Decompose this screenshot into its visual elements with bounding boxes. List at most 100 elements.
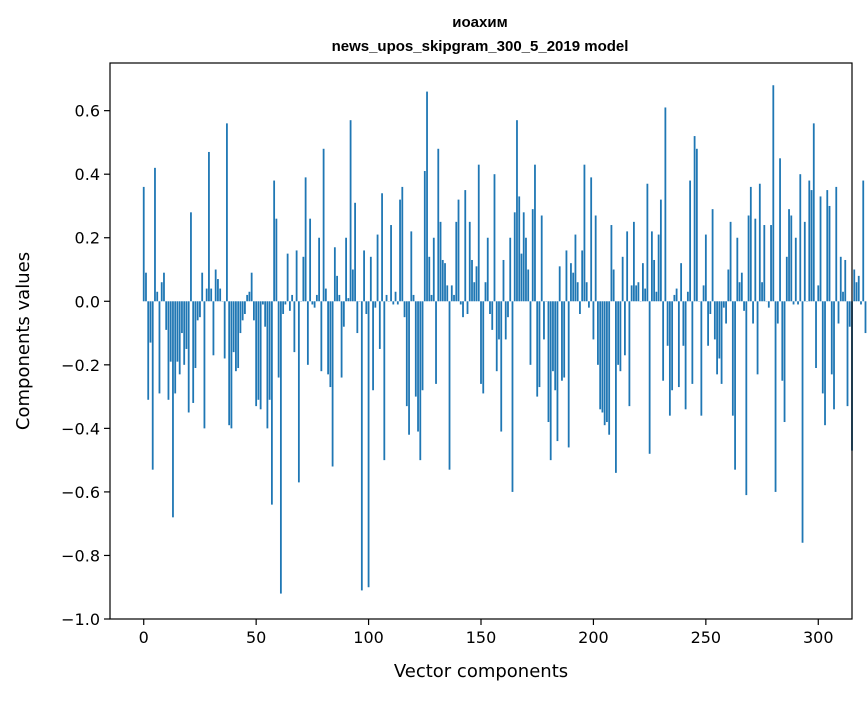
bar-48	[251, 273, 253, 302]
bar-198	[588, 301, 590, 307]
bar-18	[183, 301, 185, 365]
bar-250	[705, 235, 707, 302]
bar-54	[264, 301, 266, 326]
bar-132	[440, 222, 442, 301]
y-tick-label: 0.6	[75, 102, 100, 121]
bar-47	[249, 292, 251, 302]
bar-131	[437, 149, 439, 302]
bar-172	[530, 301, 532, 365]
bar-8	[161, 282, 163, 301]
bar-31	[213, 301, 215, 355]
bar-273	[757, 301, 759, 374]
bar-117	[406, 301, 408, 406]
bar-271	[752, 301, 754, 323]
bar-239	[680, 263, 682, 301]
y-tick-label: −1.0	[61, 610, 100, 629]
bar-219	[635, 285, 637, 301]
bar-280	[772, 85, 774, 301]
bar-44	[242, 301, 244, 320]
bar-161	[505, 301, 507, 339]
bar-291	[797, 301, 799, 304]
bar-67	[293, 301, 295, 352]
bar-148	[476, 266, 478, 301]
bar-289	[793, 301, 795, 304]
bar-171	[527, 270, 529, 302]
bar-53	[262, 301, 264, 304]
bar-142	[462, 301, 464, 317]
bar-125	[424, 171, 426, 301]
bar-256	[718, 301, 720, 358]
bar-252	[709, 301, 711, 314]
bar-150	[480, 301, 482, 384]
bar-80	[323, 149, 325, 302]
bar-72	[305, 177, 307, 301]
bar-262	[732, 301, 734, 415]
bar-30	[210, 289, 212, 302]
bar-288	[790, 216, 792, 302]
bar-178	[543, 301, 545, 339]
bar-40	[233, 301, 235, 352]
bar-222	[642, 263, 644, 301]
bar-63	[284, 301, 286, 304]
bar-263	[734, 301, 736, 469]
bar-101	[370, 257, 372, 301]
bar-87	[338, 295, 340, 301]
bar-90	[345, 238, 347, 302]
bar-194	[579, 301, 581, 314]
bar-242	[687, 292, 689, 302]
y-tick-label: 0.2	[75, 229, 100, 248]
bar-133	[442, 260, 444, 301]
bar-88	[341, 301, 343, 377]
bar-106	[381, 193, 383, 301]
bar-283	[779, 158, 781, 301]
bar-141	[460, 301, 462, 304]
bar-309	[838, 301, 840, 323]
bar-285	[784, 301, 786, 422]
bar-174	[534, 165, 536, 302]
bar-120	[413, 295, 415, 301]
bar-278	[768, 301, 770, 307]
bar-254	[714, 301, 716, 339]
bar-200	[593, 301, 595, 339]
bar-316	[853, 270, 855, 302]
bar-73	[307, 301, 309, 365]
bar-238	[678, 301, 680, 387]
bar-139	[455, 222, 457, 301]
bar-169	[523, 212, 525, 301]
bar-126	[426, 92, 428, 302]
bar-107	[383, 301, 385, 460]
bar-51	[258, 301, 260, 399]
bar-37	[226, 123, 228, 301]
bar-92	[350, 120, 352, 301]
bar-3	[150, 301, 152, 342]
bar-272	[754, 219, 756, 302]
bar-34	[219, 289, 221, 302]
bar-93	[352, 270, 354, 302]
chart-subtitle: news_upos_skipgram_300_5_2019 model	[332, 38, 629, 55]
bar-138	[453, 295, 455, 301]
bar-226	[651, 231, 653, 301]
bar-305	[829, 206, 831, 301]
bar-231	[662, 301, 664, 380]
bar-52	[260, 301, 262, 409]
bar-144	[467, 301, 469, 314]
bar-191	[572, 273, 574, 302]
bar-145	[469, 222, 471, 301]
bar-235	[671, 301, 673, 390]
bar-116	[404, 301, 406, 317]
bar-122	[417, 301, 419, 431]
bar-257	[721, 301, 723, 384]
bar-118	[408, 301, 410, 434]
bar-302	[822, 301, 824, 393]
bar-243	[689, 181, 691, 302]
bar-281	[775, 301, 777, 492]
bar-27	[204, 301, 206, 428]
bar-162	[507, 301, 509, 317]
bar-313	[847, 301, 849, 406]
bar-43	[240, 301, 242, 333]
bar-85	[334, 247, 336, 301]
bar-307	[833, 301, 835, 409]
bar-55	[266, 301, 268, 428]
bar-19	[186, 301, 188, 349]
y-tick-label: −0.2	[61, 356, 100, 375]
